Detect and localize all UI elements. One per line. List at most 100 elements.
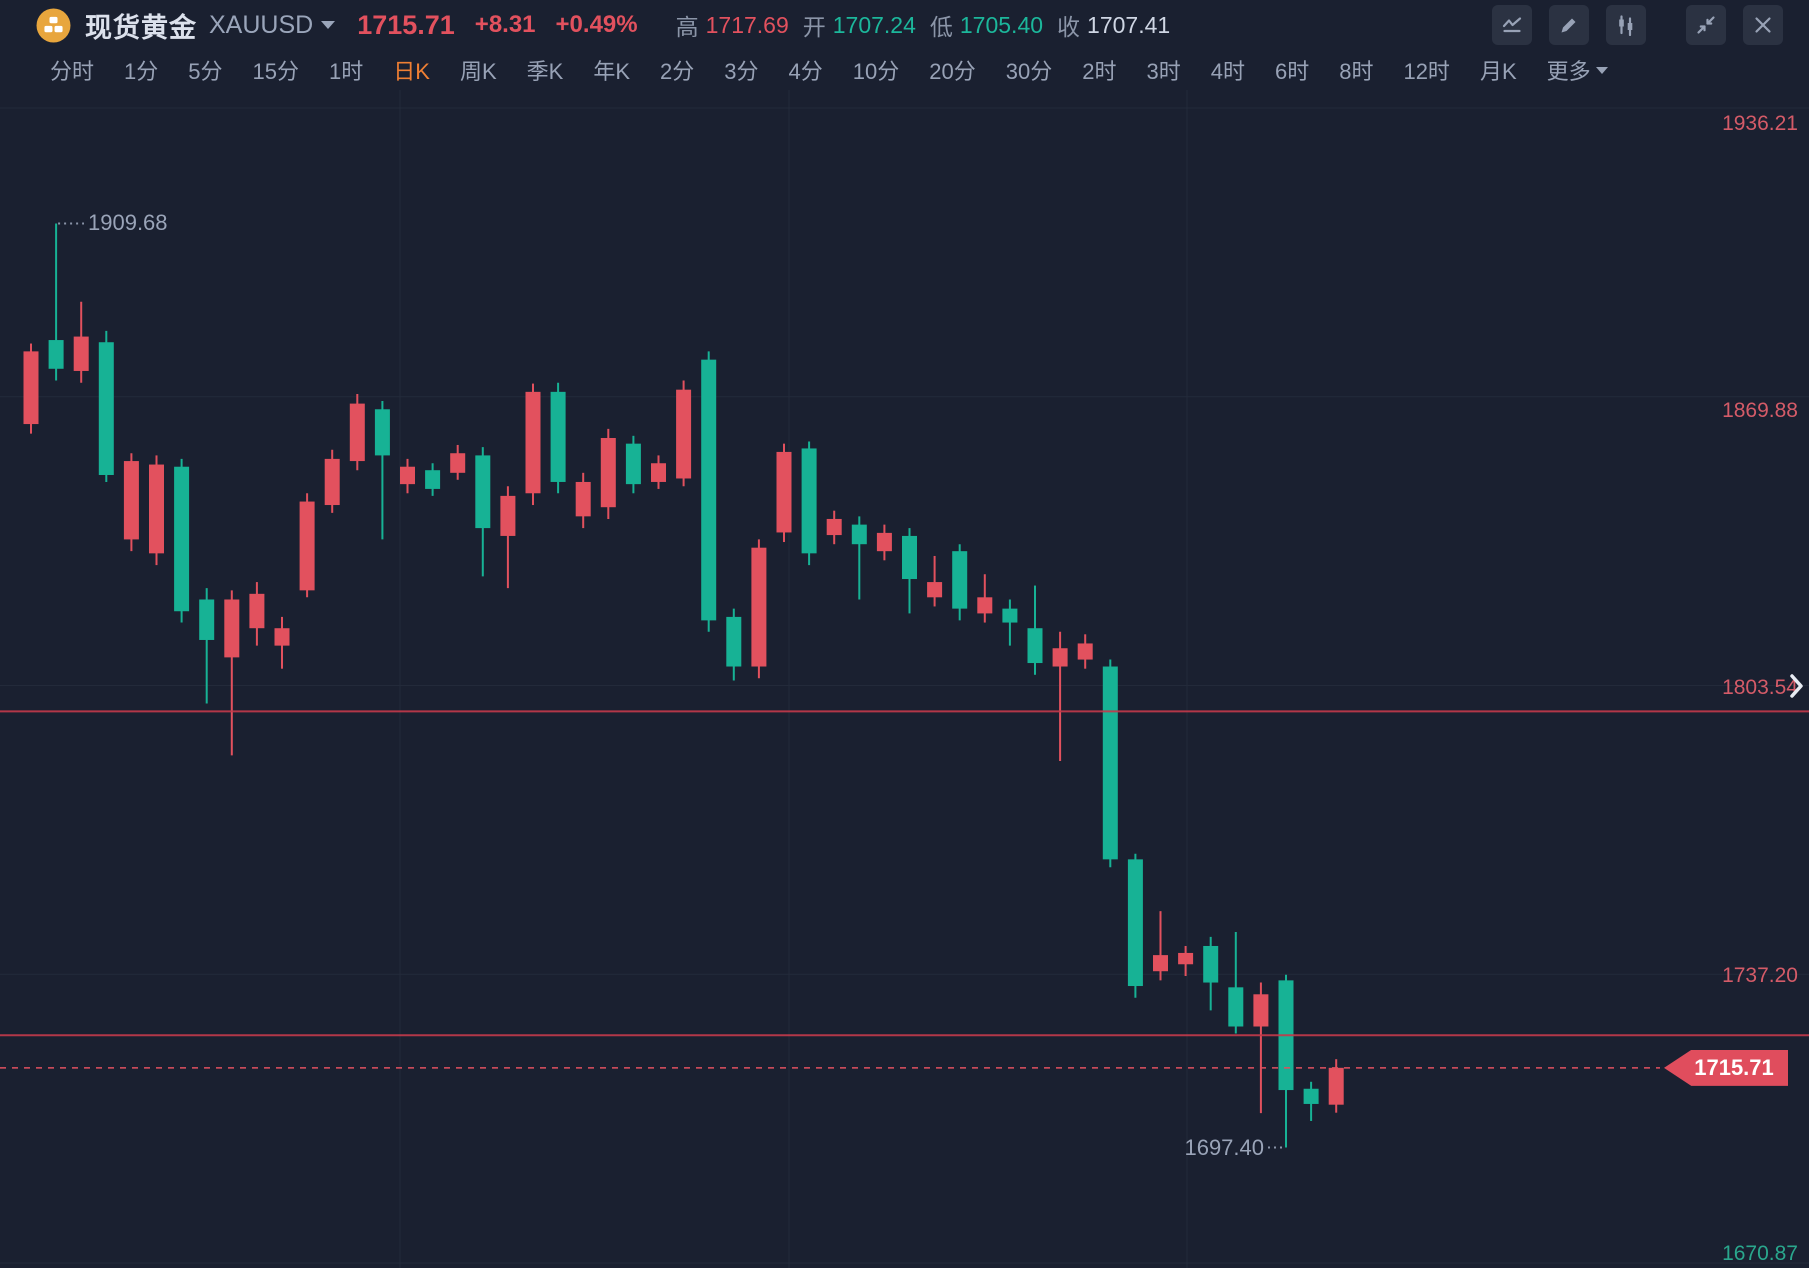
candle-body — [123, 461, 139, 540]
candle-body — [425, 470, 441, 489]
candle-body — [98, 342, 114, 475]
candle-body — [500, 495, 516, 536]
candle-body — [676, 389, 692, 479]
line-chart-icon — [1502, 17, 1522, 33]
timeframe-tabs: 分时 1分 5分 15分 1时 日K 周K 季K 年K 2分 3分 4分 10分 20分 30分 2时 3时 4时… — [0, 50, 1809, 90]
stat-value: 1705.40 — [959, 11, 1044, 38]
high-annotation: 1909.68 — [88, 210, 168, 236]
tab-15分[interactable]: 15分 — [252, 59, 299, 84]
candle-body — [876, 532, 892, 552]
candle-body — [927, 582, 943, 598]
tab-3时[interactable]: 3时 — [1146, 59, 1181, 84]
candle-body — [952, 551, 968, 609]
close-icon — [1755, 17, 1771, 33]
draw-pencil-icon — [1561, 18, 1576, 33]
candle-body — [1228, 987, 1244, 1027]
candle-body — [48, 340, 64, 369]
candle-body — [73, 336, 89, 371]
candle-body — [1203, 945, 1219, 983]
collapse-button[interactable] — [1686, 5, 1726, 45]
candle-body — [324, 458, 340, 506]
price-change-percent: +0.49% — [555, 11, 638, 38]
candle-body — [550, 391, 566, 482]
tab-more[interactable]: 更多 — [1547, 54, 1608, 86]
stat-value: 1707.24 — [832, 11, 916, 38]
candle-body — [1253, 994, 1269, 1027]
candle-body — [1153, 955, 1168, 972]
chart-toolbar — [1475, 5, 1809, 45]
tab-2分[interactable]: 2分 — [660, 59, 695, 84]
stat-label: 高 — [675, 14, 699, 40]
y-axis-label: 1936.21 — [1722, 112, 1798, 135]
candle-body — [1328, 1067, 1344, 1105]
tab-12时[interactable]: 12时 — [1403, 59, 1450, 84]
y-axis-label: 1869.88 — [1722, 398, 1798, 422]
y-axis-label: 1803.54 — [1722, 675, 1798, 699]
tab-3分[interactable]: 3分 — [724, 59, 759, 84]
tab-2时[interactable]: 2时 — [1082, 59, 1117, 84]
tab-5分[interactable]: 5分 — [188, 59, 223, 84]
candle-body — [851, 524, 867, 545]
candle-body — [374, 409, 390, 456]
tab-分时[interactable]: 分时 — [50, 59, 95, 84]
stat-value: 1717.69 — [705, 11, 789, 38]
tab-1分[interactable]: 1分 — [124, 59, 159, 84]
chart-style-button[interactable] — [1606, 5, 1646, 45]
candlestick-chart[interactable]: 1936.21 1869.88 1803.54 1737.20 1670.87 1909.… — [0, 90, 1809, 1268]
y-axis-label: 1737.20 — [1722, 964, 1798, 988]
candle-body — [776, 451, 792, 533]
candle-body — [199, 599, 215, 640]
candle-body — [1127, 859, 1143, 987]
tab-8时[interactable]: 8时 — [1339, 59, 1374, 84]
tab-1时[interactable]: 1时 — [329, 59, 364, 84]
candle-body — [349, 403, 365, 462]
candle-body — [751, 547, 767, 667]
candlestick-icon — [1619, 15, 1633, 36]
tab-4分[interactable]: 4分 — [788, 59, 823, 84]
tab-年K[interactable]: 年K — [593, 59, 630, 84]
candle-body — [902, 535, 917, 580]
scroll-to-latest-icon[interactable] — [1786, 672, 1808, 700]
candle-body — [1303, 1088, 1319, 1104]
chart-plot-area[interactable] — [0, 90, 1809, 1268]
candle-body — [1052, 648, 1068, 667]
tab-30分[interactable]: 30分 — [1005, 59, 1053, 84]
tab-日K[interactable]: 日K — [393, 59, 430, 84]
candle-body — [600, 437, 616, 508]
stat-开: 开 1707.24 — [803, 8, 916, 42]
candle-body — [249, 593, 265, 629]
candle-body — [1178, 952, 1194, 965]
y-axis-label: 1670.87 — [1722, 1242, 1798, 1265]
tab-月K[interactable]: 月K — [1479, 59, 1517, 84]
candle-body — [1002, 608, 1018, 623]
ohlc-stats: 高 1717.69 开 1707.24 低 1705.40 收 1707.41 — [662, 8, 1171, 42]
candle-body — [299, 501, 315, 591]
gold-coin-icon — [36, 8, 71, 43]
more-caret-icon — [1595, 66, 1608, 74]
stat-value: 1707.41 — [1087, 11, 1171, 38]
tab-周K[interactable]: 周K — [459, 59, 497, 84]
stat-低: 低 1705.40 — [930, 8, 1043, 42]
tab-6时[interactable]: 6时 — [1274, 59, 1310, 84]
symbol-dropdown-caret-icon[interactable] — [321, 21, 336, 29]
candle-body — [801, 448, 817, 554]
current-price-badge: 1715.71 — [1664, 1049, 1788, 1086]
candle-body — [224, 599, 240, 658]
tab-4时[interactable]: 4时 — [1210, 59, 1245, 84]
last-price: 1715.71 — [357, 9, 455, 40]
candle-body — [1102, 666, 1118, 860]
draw-tools-button[interactable] — [1549, 5, 1589, 45]
close-button[interactable] — [1743, 5, 1783, 45]
candle-body — [1077, 643, 1093, 660]
candle-body — [149, 464, 164, 554]
tab-季K[interactable]: 季K — [526, 59, 564, 84]
candle-body — [651, 463, 666, 482]
tab-10分[interactable]: 10分 — [852, 59, 900, 84]
candle-body — [23, 351, 39, 425]
stat-label: 开 — [802, 14, 826, 40]
stat-label: 收 — [1057, 14, 1081, 40]
candle-body — [625, 443, 641, 485]
line-chart-button[interactable] — [1492, 5, 1532, 45]
tab-20分[interactable]: 20分 — [929, 59, 976, 84]
